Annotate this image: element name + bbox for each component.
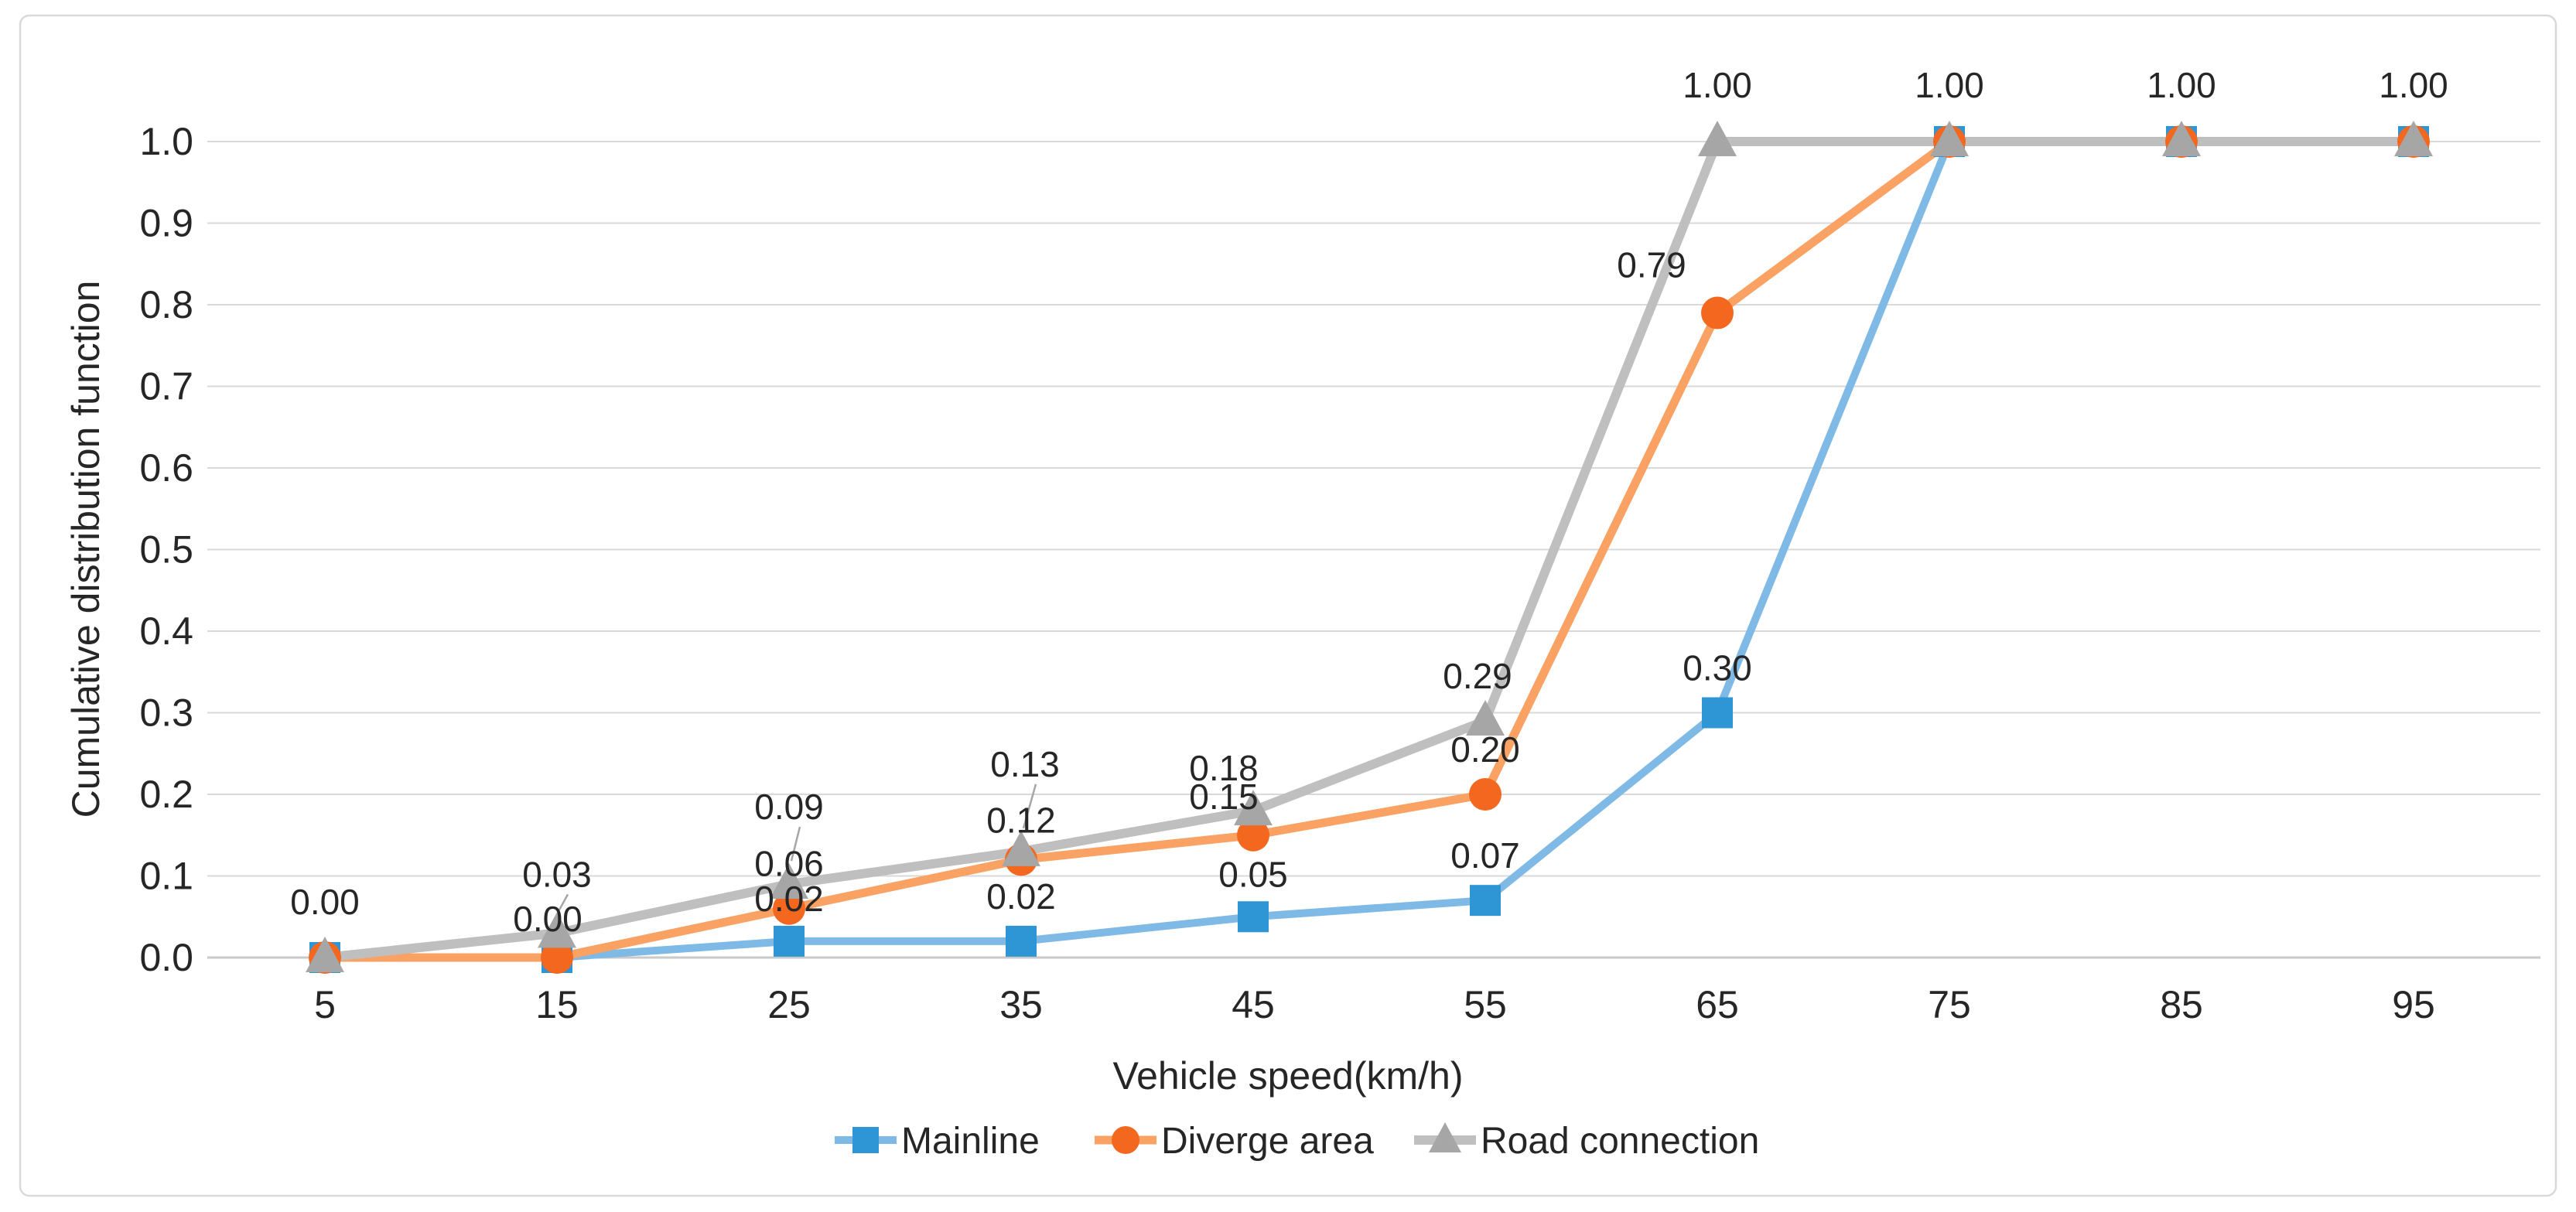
- y-tick-label: 1.0: [139, 120, 193, 163]
- square-marker-icon: [852, 1127, 879, 1153]
- data-label: 0.00: [513, 899, 583, 939]
- circle-marker-icon: [1112, 1126, 1139, 1154]
- figure-border: [19, 14, 2557, 1197]
- y-tick-label: 0.9: [139, 202, 193, 245]
- y-tick-label: 0.8: [139, 283, 193, 326]
- data-label: 0.03: [522, 854, 592, 894]
- x-tick-label: 75: [1928, 983, 1971, 1026]
- data-label: 1.00: [1915, 65, 1984, 105]
- x-axis-tick-labels: 5 15 25 35 45 55 65 75 85 95: [314, 983, 2435, 1026]
- y-tick-label: 0.3: [139, 691, 193, 735]
- square-marker-icon: [1238, 901, 1269, 933]
- y-tick-label: 0.6: [139, 446, 193, 490]
- data-label: 1.00: [2147, 65, 2216, 105]
- data-label: 0.00: [290, 882, 360, 922]
- y-tick-label: 0.7: [139, 365, 193, 408]
- data-label: 0.09: [754, 787, 824, 827]
- square-marker-icon: [1702, 697, 1733, 729]
- data-label: 0.15: [1189, 777, 1259, 817]
- figure-border-rect: [19, 14, 2557, 1197]
- legend-label: Diverge area: [1161, 1121, 1374, 1162]
- circle-marker-icon: [1237, 818, 1269, 852]
- data-label: 0.05: [1218, 854, 1288, 894]
- triangle-marker-icon: [2394, 121, 2433, 156]
- data-label: 0.12: [986, 800, 1056, 840]
- y-axis-tick-labels: 0.0 0.1 0.2 0.3 0.4 0.5 0.6 0.7 0.8 0.9 1.0: [139, 120, 193, 979]
- series-line-2: [320, 137, 2418, 962]
- x-tick-label: 85: [2160, 983, 2203, 1026]
- circle-marker-icon: [1701, 296, 1734, 329]
- circle-marker-icon: [773, 892, 805, 925]
- triangle-marker-icon: [1698, 121, 1737, 156]
- legend-label: Mainline: [901, 1121, 1040, 1162]
- x-tick-label: 65: [1696, 983, 1739, 1026]
- square-marker-icon: [774, 925, 805, 957]
- x-tick-label: 55: [1464, 983, 1507, 1026]
- gridlines: [207, 141, 2540, 959]
- data-label: 0.02: [754, 879, 824, 919]
- data-label: 0.06: [754, 844, 824, 884]
- square-marker-icon: [1470, 885, 1501, 917]
- data-label: 0.30: [1683, 648, 1752, 688]
- data-label: 1.00: [1683, 65, 1752, 105]
- circle-marker-icon: [541, 941, 573, 974]
- data-labels: 0.000.030.000.090.060.020.130.120.020.18…: [290, 65, 2448, 939]
- label-leader-line: [1022, 784, 1037, 829]
- legend-item: Road connection: [1414, 1121, 1759, 1162]
- data-label: 0.79: [1617, 245, 1686, 285]
- y-tick-label: 0.0: [139, 936, 193, 979]
- data-label: 0.13: [990, 744, 1060, 784]
- series-lines: [320, 137, 2418, 962]
- y-tick-label: 0.1: [139, 855, 193, 898]
- data-label: 0.18: [1189, 748, 1259, 788]
- x-tick-label: 15: [535, 983, 579, 1026]
- triangle-marker-icon: [2162, 121, 2201, 156]
- data-label: 0.20: [1450, 729, 1520, 770]
- legend-item: Diverge area: [1095, 1121, 1374, 1162]
- triangle-marker-icon: [1930, 121, 1969, 156]
- circle-marker-icon: [1469, 778, 1502, 811]
- triangle-marker-icon: [1234, 790, 1273, 826]
- data-label: 0.07: [1450, 835, 1520, 876]
- data-label-leader-lines: [558, 784, 1037, 910]
- triangle-marker-icon: [1002, 830, 1040, 866]
- label-leader-line: [558, 893, 569, 910]
- x-axis-title: Vehicle speed(km/h): [1112, 1054, 1464, 1098]
- y-axis-title: Cumulative distribution function: [64, 280, 108, 818]
- y-tick-label: 0.2: [139, 773, 193, 816]
- data-label: 0.29: [1443, 656, 1512, 696]
- x-tick-label: 95: [2392, 983, 2435, 1026]
- triangle-marker-icon: [538, 912, 576, 948]
- label-leader-line: [790, 826, 801, 862]
- triangle-marker-icon: [1429, 1122, 1461, 1152]
- x-tick-label: 45: [1232, 983, 1275, 1026]
- data-label: 1.00: [2379, 65, 2448, 105]
- triangle-marker-icon: [1466, 700, 1505, 736]
- x-tick-label: 5: [314, 983, 336, 1026]
- x-tick-label: 25: [767, 983, 811, 1026]
- legend-label: Road connection: [1481, 1121, 1759, 1162]
- square-marker-icon: [1006, 925, 1037, 957]
- triangle-marker-icon: [306, 937, 344, 972]
- triangle-marker-icon: [770, 863, 808, 900]
- legend-item: Mainline: [835, 1121, 1040, 1162]
- x-tick-label: 35: [999, 983, 1043, 1026]
- legend: Mainline Diverge area Road connection: [835, 1121, 1759, 1162]
- data-label: 0.02: [986, 876, 1056, 917]
- y-tick-label: 0.5: [139, 528, 193, 572]
- y-tick-label: 0.4: [139, 609, 193, 653]
- series-markers: [306, 121, 2433, 974]
